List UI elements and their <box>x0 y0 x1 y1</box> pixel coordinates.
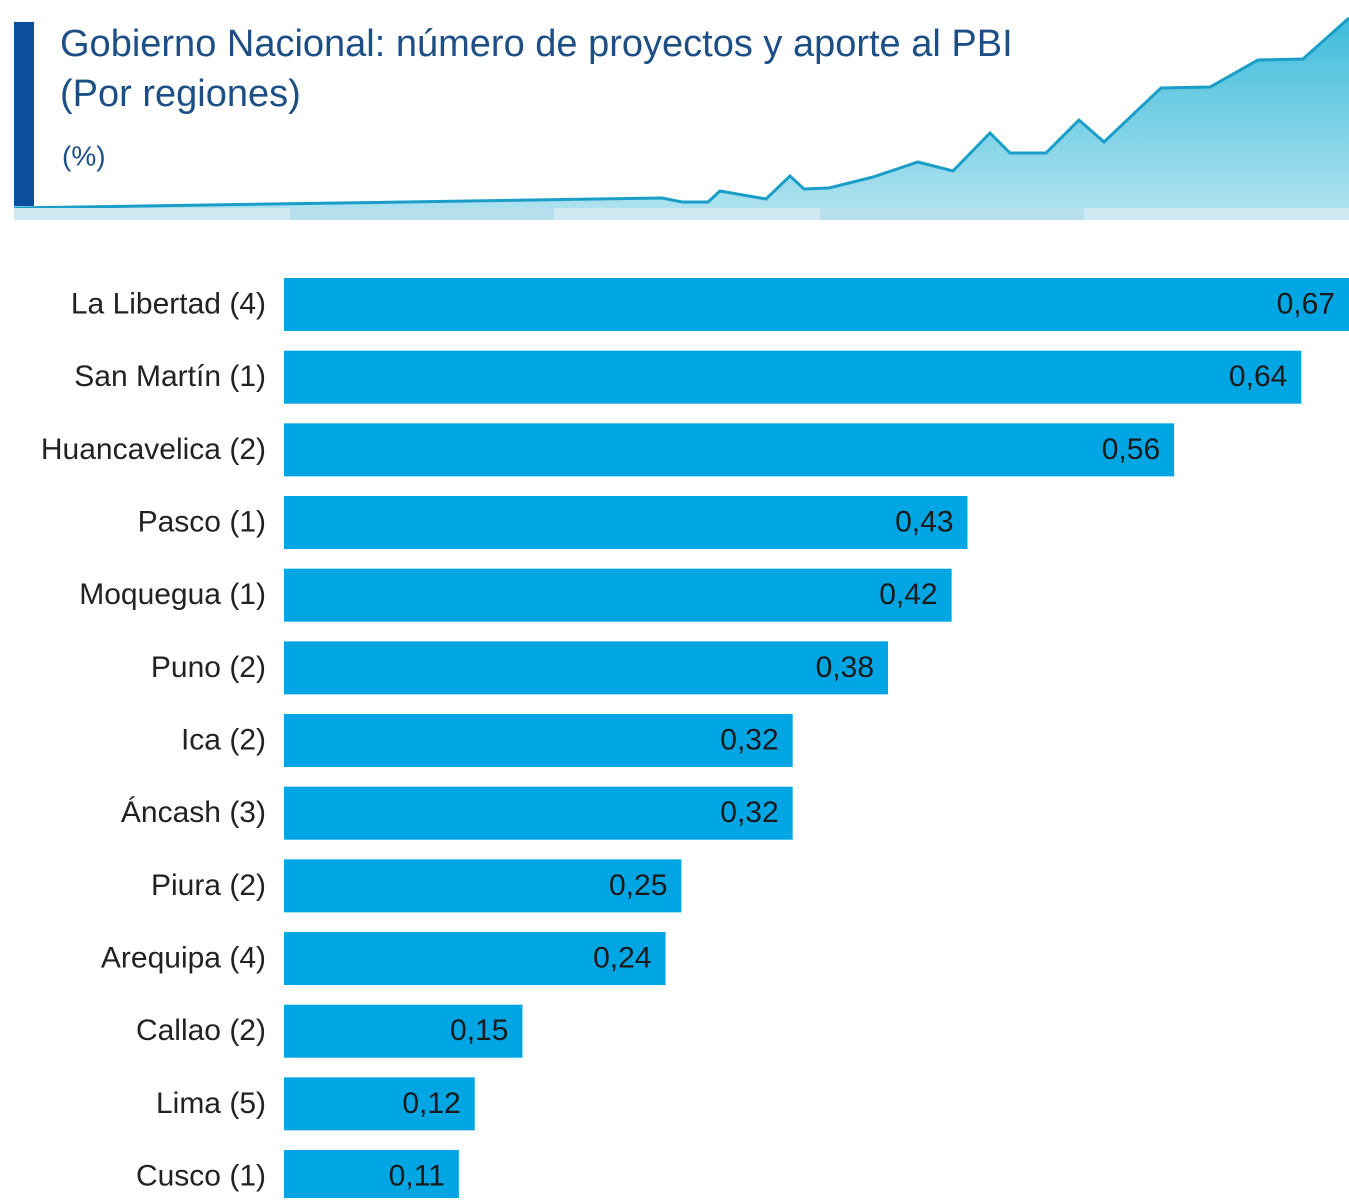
category-label: Ica (2) <box>181 723 266 756</box>
category-label: Pasco (1) <box>138 505 266 538</box>
category-label: Lima (5) <box>156 1087 266 1120</box>
category-label: Arequipa (4) <box>101 941 266 974</box>
category-label: Moquegua (1) <box>79 578 266 611</box>
category-label: Cusco (1) <box>136 1159 266 1192</box>
bar <box>284 278 1349 331</box>
value-label: 0,32 <box>720 723 778 756</box>
value-label: 0,56 <box>1102 433 1160 466</box>
category-label: Huancavelica (2) <box>41 433 266 466</box>
value-label: 0,67 <box>1277 287 1335 320</box>
category-label: La Libertad (4) <box>71 287 266 320</box>
value-label: 0,15 <box>450 1014 508 1047</box>
value-label: 0,43 <box>895 505 953 538</box>
category-label: Piura (2) <box>151 869 266 902</box>
decor-strip <box>290 208 554 220</box>
value-label: 0,24 <box>593 941 651 974</box>
category-label: Puno (2) <box>151 651 266 684</box>
unit-label: (%) <box>62 140 106 171</box>
bar <box>284 569 952 622</box>
bar <box>284 496 968 549</box>
bar <box>284 423 1174 476</box>
category-label: Callao (2) <box>136 1014 266 1047</box>
value-label: 0,12 <box>402 1087 460 1120</box>
value-label: 0,11 <box>389 1159 445 1192</box>
category-label: San Martín (1) <box>74 360 266 393</box>
chart-subtitle: (Por regiones) <box>60 73 301 115</box>
value-label: 0,38 <box>816 651 874 684</box>
bar <box>284 787 793 840</box>
page: Gobierno Nacional: número de proyectos y… <box>0 0 1349 1198</box>
value-label: 0,32 <box>720 796 778 829</box>
value-label: 0,42 <box>879 578 937 611</box>
chart-title: Gobierno Nacional: número de proyectos y… <box>60 23 1013 65</box>
bar <box>284 351 1301 404</box>
decor-strip <box>820 208 1084 220</box>
category-label: Áncash (3) <box>121 796 266 829</box>
bar <box>284 714 793 767</box>
value-label: 0,64 <box>1229 360 1287 393</box>
bar <box>284 641 888 694</box>
chart: Gobierno Nacional: número de proyectos y… <box>0 0 1349 1198</box>
value-label: 0,25 <box>609 869 667 902</box>
decor-strip <box>14 208 1349 220</box>
accent-bar <box>14 22 34 206</box>
